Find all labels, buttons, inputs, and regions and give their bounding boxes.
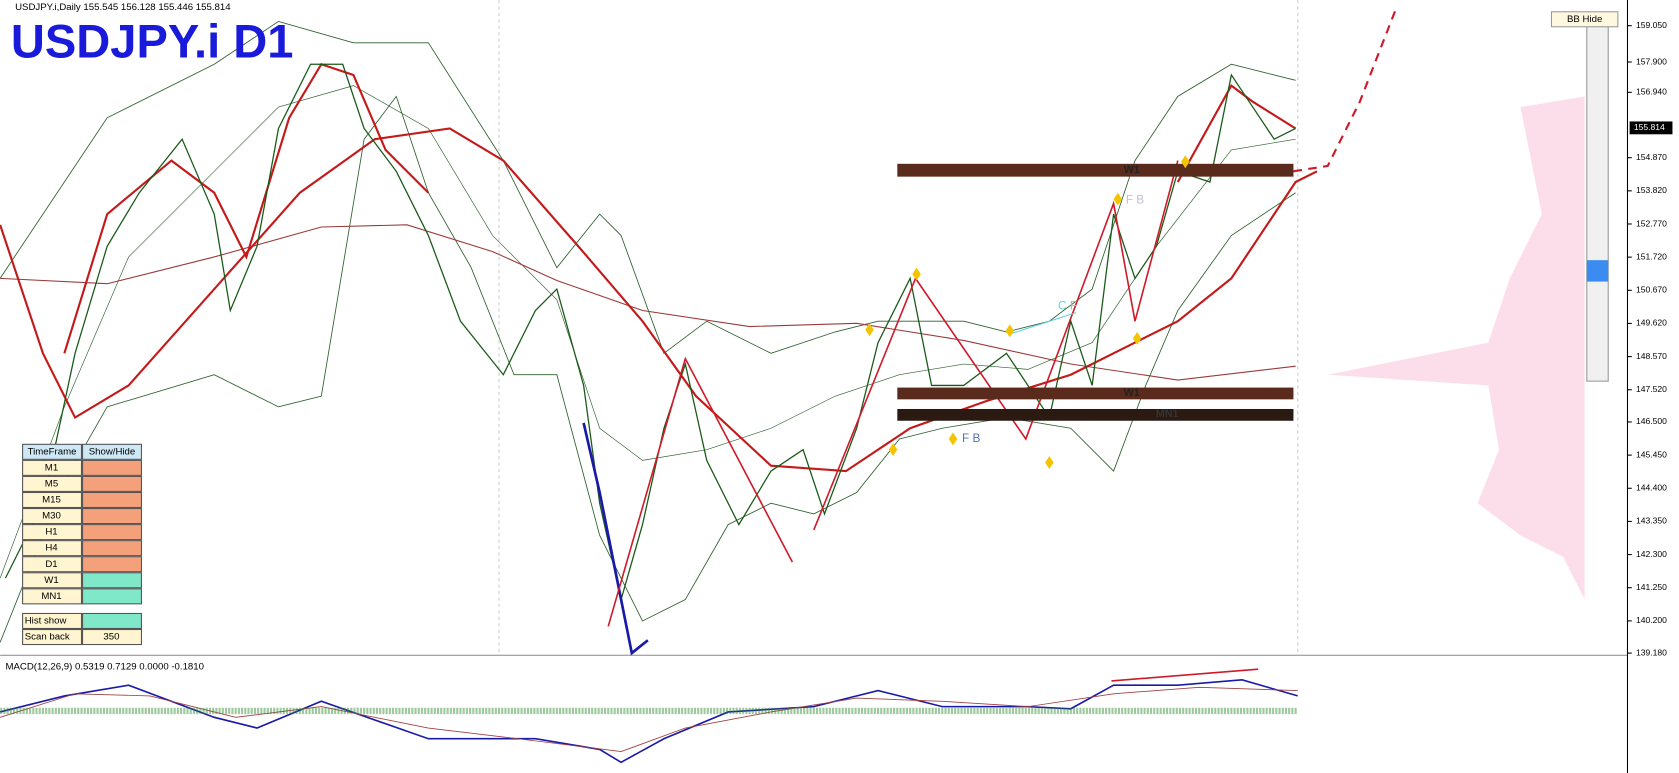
projection: [1293, 4, 1399, 173]
price-tick-label: 151.720: [1636, 251, 1667, 261]
price-tick-label: 145.450: [1636, 449, 1667, 459]
ma-slow: [0, 224, 1296, 381]
zone-label: MN1: [1156, 408, 1179, 420]
price-tick-label: 156.940: [1636, 87, 1667, 97]
zone: [897, 387, 1294, 400]
hist-toggle[interactable]: [82, 612, 142, 629]
scan-back-cell: [22, 628, 83, 646]
panel-header-label: Show/Hide: [89, 446, 136, 457]
timeframe-cell: [22, 588, 83, 605]
timeframe-cell: [22, 556, 83, 573]
timeframe-label: M1: [45, 462, 58, 473]
timeframe-label: H4: [45, 543, 58, 554]
price-tick-label: 153.820: [1636, 185, 1667, 195]
price-tick-label: 143.350: [1636, 516, 1667, 526]
divergence-line: [1111, 668, 1259, 682]
signal-line: [0, 686, 1298, 753]
toggle-button[interactable]: [82, 556, 142, 573]
volume-profile: [1327, 96, 1585, 600]
price-tick-label: 154.870: [1636, 152, 1667, 162]
toggle-button[interactable]: [82, 491, 142, 509]
scan-back-input[interactable]: [82, 628, 142, 646]
ma-medium: [0, 127, 1318, 473]
bollinger-upper: [0, 20, 1296, 354]
toggle-button[interactable]: [82, 524, 142, 541]
price-tick-label: 146.500: [1636, 416, 1667, 426]
hist-show-cell: [22, 612, 83, 629]
price-tick-label: 157.900: [1636, 56, 1667, 66]
zone-label: W1: [1124, 387, 1140, 399]
panel-header-label: TimeFrame: [28, 446, 77, 457]
timeframe-label: MN1: [41, 591, 61, 602]
zigzag: [607, 356, 794, 627]
price-tick-label: 144.400: [1636, 483, 1667, 493]
timeframe-label: W1: [44, 575, 58, 586]
timeframe-label: M5: [45, 478, 58, 489]
bollinger-lower: [0, 95, 1296, 643]
timeframe-label: D1: [45, 559, 57, 570]
toggle-button[interactable]: [82, 572, 142, 589]
macd-line: [0, 679, 1298, 764]
price-tick-label: 152.770: [1636, 218, 1667, 228]
scan-back-label: Scan back: [25, 632, 70, 643]
pattern-label: F B: [962, 432, 980, 445]
macd-label: MACD(12,26,9) 0.5319 0.7129 0.0000 -0.18…: [5, 662, 204, 673]
price-tick-label: 159.050: [1636, 20, 1667, 30]
pattern-label: C F: [1058, 299, 1077, 312]
bb-button-label[interactable]: BB Hide: [1567, 14, 1602, 25]
pattern-points: [865, 155, 1190, 469]
zone: [897, 408, 1294, 421]
price-tick-label: 139.180: [1636, 647, 1667, 657]
zigzag-low: [582, 422, 649, 656]
price-tick-label: 149.620: [1636, 318, 1667, 328]
timeframe-cell: [22, 572, 83, 589]
current-price-box: [1629, 121, 1673, 135]
zigzag: [813, 160, 1179, 531]
timeframe-cell: [22, 508, 83, 525]
price-tick-label: 140.200: [1636, 615, 1667, 625]
bb-button[interactable]: [1550, 11, 1619, 28]
timeframe-label: H1: [45, 527, 57, 538]
price-tick-label: 142.300: [1636, 549, 1667, 559]
timeframe-label: M15: [42, 495, 61, 506]
timeframe-cell: [22, 475, 83, 492]
timeframe-cell: [22, 524, 83, 541]
ma-fast: [1176, 84, 1297, 183]
price-tick-label: 141.250: [1636, 582, 1667, 592]
toggle-button[interactable]: [82, 475, 142, 492]
toggle-button[interactable]: [82, 459, 142, 476]
price-tick-label: 147.520: [1636, 384, 1667, 394]
panel-header: [22, 443, 83, 460]
panel-header: [82, 443, 142, 460]
chart-title: USDJPY.i D1: [11, 14, 294, 67]
timeframe-cell: [22, 540, 83, 557]
timeframe-cell: [22, 459, 83, 476]
hist-show-label: Hist show: [25, 616, 67, 627]
toggle-button[interactable]: [82, 508, 142, 525]
timeframe-label: M30: [42, 511, 61, 522]
price-tick-label: 150.670: [1636, 285, 1667, 295]
current-price: 155.814: [1634, 122, 1665, 132]
toggle-button[interactable]: [82, 540, 142, 557]
price-tick-label: 148.570: [1636, 351, 1667, 361]
scan-back-value: 350: [103, 632, 119, 643]
timeframe-cell: [22, 491, 83, 509]
drawing-toolbar: [1586, 20, 1609, 382]
zone: [897, 163, 1294, 177]
zone-label: W1: [1124, 164, 1140, 176]
bollinger-mid: [0, 85, 1296, 579]
pattern-label: F B: [1126, 193, 1144, 206]
pattern-line: [1009, 312, 1077, 335]
symbol-info: USDJPY.i,Daily 155.545 156.128 155.446 1…: [15, 2, 231, 13]
toggle-button[interactable]: [82, 588, 142, 605]
